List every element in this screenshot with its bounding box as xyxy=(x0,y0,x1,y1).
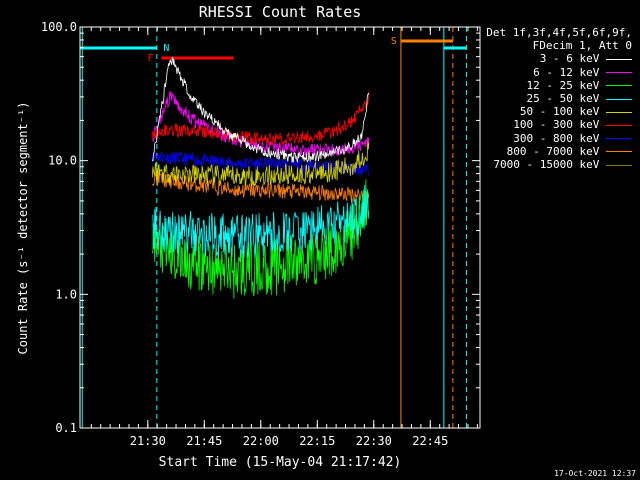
legend-swatch xyxy=(606,138,632,140)
legend-entry-label: 800 - 7000 keV xyxy=(506,144,606,158)
plot-axes: 0.1 1.0 10.0 100.0 21:30 21:45 22:00 22:15 22:30… xyxy=(41,20,481,448)
series-line xyxy=(151,170,370,203)
legend-entry: 12 - 25 keV xyxy=(462,79,632,92)
legend-entry-label: 300 - 800 keV xyxy=(513,131,606,145)
legend-entry-label: 25 - 50 keV xyxy=(526,92,606,106)
series-7 xyxy=(151,150,370,177)
marker-label-n: N xyxy=(163,43,169,54)
legend: Det 1f,3f,4f,5f,6f,9f, FDecim 1, Att 0 3… xyxy=(462,26,632,171)
legend-swatch xyxy=(606,164,632,166)
legend-entry-label: 12 - 25 keV xyxy=(526,78,606,92)
y-axis-label: Count Rate (s⁻¹ detector segment⁻¹) xyxy=(16,102,30,355)
legend-entries: 3 - 6 keV 6 - 12 keV 12 - 25 keV 25 - 50… xyxy=(462,52,632,171)
series-line xyxy=(152,184,370,259)
marker-label-f: F xyxy=(148,53,154,64)
legend-entry-label: 6 - 12 keV xyxy=(533,65,606,79)
date-stamp: 17-Oct-2021 12:37 xyxy=(554,469,636,478)
x-tick-label: 22:00 xyxy=(243,434,279,448)
series-8 xyxy=(151,170,370,203)
series-line xyxy=(151,179,370,299)
x-tick-label: 22:15 xyxy=(299,434,335,448)
y-tick-label: 10.0 xyxy=(48,154,77,168)
legend-entry: 25 - 50 keV xyxy=(462,92,632,105)
y-tick-label: 0.1 xyxy=(55,421,77,435)
x-axis-label: Start Time (15-May-04 21:17:42) xyxy=(159,455,402,470)
x-tick-label: 22:45 xyxy=(412,434,448,448)
legend-entry: 6 - 12 keV xyxy=(462,66,632,79)
series-line xyxy=(151,141,370,187)
series-6 xyxy=(151,90,370,146)
legend-swatch xyxy=(606,72,632,74)
series-3 xyxy=(151,179,370,299)
legend-swatch xyxy=(606,151,632,153)
x-tick-label: 21:45 xyxy=(186,434,222,448)
series-line xyxy=(151,56,370,163)
legend-entry: 50 - 100 keV xyxy=(462,105,632,118)
legend-swatch xyxy=(606,85,632,87)
y-tick-label: 100.0 xyxy=(41,20,77,34)
legend-entry: 100 - 300 keV xyxy=(462,118,632,131)
chart-title: RHESSI Count Rates xyxy=(199,3,362,21)
legend-swatch xyxy=(606,98,632,100)
legend-entry: 3 - 6 keV xyxy=(462,52,632,65)
marker-label-s: S xyxy=(391,36,397,47)
x-tick-label: 21:30 xyxy=(130,434,166,448)
legend-entry: 7000 - 15000 keV xyxy=(462,158,632,171)
legend-entry: 300 - 800 keV xyxy=(462,132,632,145)
series-5 xyxy=(151,141,370,187)
legend-entry-label: 50 - 100 keV xyxy=(519,105,606,119)
plot-frame xyxy=(79,26,481,429)
series-line xyxy=(151,90,370,146)
y-tick-label: 1.0 xyxy=(55,287,77,301)
series-4 xyxy=(152,184,370,259)
legend-entry: 800 - 7000 keV xyxy=(462,145,632,158)
x-tick-label: 22:30 xyxy=(356,434,392,448)
legend-header-line-1: Det 1f,3f,4f,5f,6f,9f, xyxy=(486,26,632,39)
legend-entry-label: 3 - 6 keV xyxy=(539,52,606,66)
legend-swatch xyxy=(606,111,632,113)
legend-entry-label: 7000 - 15000 keV xyxy=(493,158,606,172)
legend-entry-label: 100 - 300 keV xyxy=(513,118,606,132)
series-1 xyxy=(151,56,370,163)
legend-header-line-2: FDecim 1, Att 0 xyxy=(532,39,632,53)
legend-swatch xyxy=(606,58,632,60)
series-group xyxy=(151,56,370,299)
marker-overlays: FN S xyxy=(80,27,467,428)
series-line xyxy=(151,150,370,177)
legend-swatch xyxy=(606,124,632,126)
